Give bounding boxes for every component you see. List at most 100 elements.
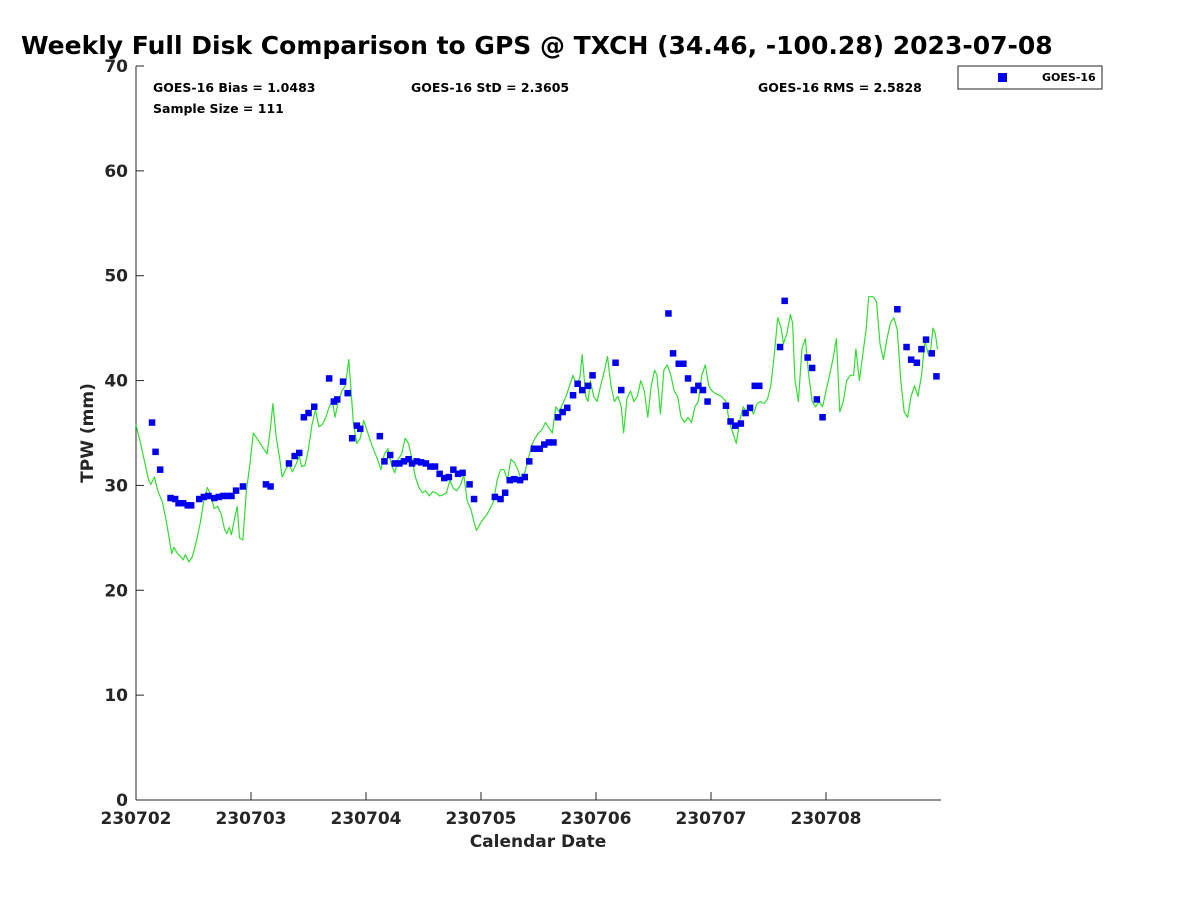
chart-title: Weekly Full Disk Comparison to GPS @ TXC…	[21, 31, 1053, 60]
gps-tpw-line	[135, 296, 939, 563]
x-tick-label: 230708	[791, 809, 862, 829]
y-tick-label: 60	[104, 162, 128, 182]
goes-16-point	[339, 378, 347, 385]
y-axis-label: TPW (mm)	[78, 383, 98, 483]
goes-16-point	[200, 493, 208, 501]
x-axis-label: Calendar Date	[470, 832, 607, 852]
goes-16-point	[526, 458, 533, 465]
goes-16-point	[267, 483, 274, 490]
legend-box	[957, 65, 1103, 90]
goes-16-point	[903, 343, 910, 351]
goes-16-point	[459, 469, 466, 477]
goes-16-point	[427, 463, 434, 470]
goes-16-point	[171, 495, 179, 503]
goes-16-point	[516, 476, 524, 484]
goes-16-point	[205, 492, 212, 500]
goes-16-point	[618, 386, 625, 394]
y-tick-label: 40	[104, 372, 128, 392]
goes-16-point	[228, 492, 235, 500]
goes-16-point	[541, 441, 548, 448]
goes-16-point	[781, 297, 788, 305]
legend-marker-goes-16	[998, 73, 1007, 82]
goes-16-point	[704, 398, 711, 405]
goes-16-point	[330, 398, 338, 405]
goes-16-point	[675, 360, 682, 367]
plot-frame	[135, 66, 941, 801]
y-tick-label: 10	[104, 686, 128, 706]
goes-16-point	[291, 452, 298, 460]
goes-16-point	[381, 458, 388, 465]
goes-16-point	[690, 386, 697, 394]
legend: GOES-16	[957, 65, 1103, 90]
goes-16-point	[422, 460, 430, 467]
goes-16-point	[894, 306, 901, 313]
goes-16-point	[907, 356, 915, 363]
goes-16-point	[305, 409, 312, 417]
goes-16-point	[223, 492, 231, 500]
goes-16-point	[450, 466, 457, 473]
goes-16-point	[417, 459, 425, 466]
goes-16-point	[684, 375, 692, 382]
goes-16-point	[722, 402, 730, 409]
sample-size-stat: Sample Size = 111	[153, 101, 284, 116]
goes-16-point	[751, 382, 758, 390]
goes-16-point	[396, 460, 403, 467]
std-stat: GOES-16 StD = 2.3605	[411, 80, 569, 95]
goes-16-point	[441, 474, 448, 482]
goes-16-point	[511, 475, 518, 483]
goes-16-point	[220, 492, 227, 500]
goes-16-point	[776, 343, 784, 351]
goes-16-point	[300, 414, 308, 421]
goes-16-point	[311, 403, 318, 410]
goes-16-point	[215, 493, 223, 501]
goes-16-point	[669, 350, 677, 357]
goes-16-point	[357, 425, 364, 433]
y-tick-label: 20	[104, 581, 128, 601]
goes-16-series-layer	[148, 297, 940, 509]
y-tick-label: 0	[116, 791, 128, 811]
goes-16-point	[196, 495, 203, 503]
goes-16-point	[913, 359, 921, 366]
goes-16-point	[400, 458, 408, 465]
goes-16-point	[922, 336, 930, 343]
goes-16-point	[497, 495, 504, 503]
goes-16-point	[184, 502, 191, 509]
goes-16-point	[391, 460, 398, 467]
goes-16-point	[454, 470, 462, 478]
goes-16-point	[756, 382, 763, 390]
y-axis-ticks: 0 10 20 30 40 50 60 70	[104, 57, 144, 811]
x-axis-ticks: 230702 230703 230704 230705 230706 230707 2307…	[101, 792, 862, 829]
goes-16-point	[466, 481, 473, 488]
goes-16-point	[386, 451, 394, 459]
x-tick-label: 230705	[446, 809, 517, 829]
goes-16-point	[737, 420, 745, 427]
goes-16-point	[413, 458, 420, 465]
goes-16-point	[554, 414, 562, 421]
goes-16-point	[933, 373, 940, 380]
y-tick-label: 50	[104, 267, 128, 287]
goes-16-point	[431, 463, 439, 470]
goes-16-point	[727, 418, 734, 425]
goes-16-point	[545, 439, 553, 446]
goes-16-point	[695, 382, 702, 390]
goes-16-point	[731, 422, 739, 429]
goes-16-point	[408, 460, 416, 467]
goes-16-point	[579, 386, 586, 394]
x-tick-label: 230706	[561, 809, 632, 829]
goes-16-point	[348, 435, 356, 442]
goes-16-point	[559, 408, 566, 416]
goes-16-point	[376, 432, 384, 440]
goes-16-point	[550, 439, 557, 446]
goes-16-point	[746, 404, 754, 412]
goes-16-point	[148, 419, 156, 426]
goes-16-point	[325, 375, 333, 382]
goes-16-point	[405, 456, 412, 463]
goes-16-point	[569, 392, 577, 399]
goes-16-point	[808, 364, 816, 372]
goes-16-point	[445, 473, 453, 481]
goes-16-point	[680, 360, 687, 367]
legend-label-goes-16: GOES-16	[1042, 71, 1096, 84]
goes-16-point	[187, 502, 195, 509]
goes-16-point	[239, 483, 247, 490]
